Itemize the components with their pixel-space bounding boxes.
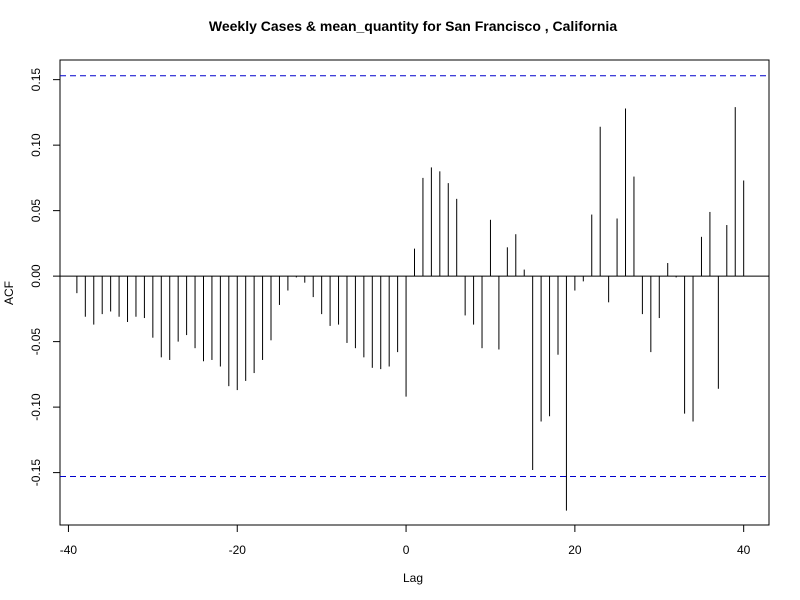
y-tick-label: 0.00 <box>29 264 43 288</box>
y-tick-label: -0.05 <box>29 328 43 356</box>
y-axis: -0.15 -0.10 -0.05 0.00 0.05 0.10 0.15 <box>29 68 61 487</box>
y-tick-label: 0.05 <box>29 199 43 223</box>
x-axis-label: Lag <box>403 571 423 585</box>
x-axis: -40 -20 0 20 40 <box>60 524 751 557</box>
x-tick-label: -20 <box>229 543 247 557</box>
x-tick-label: 0 <box>403 543 410 557</box>
y-tick-label: -0.15 <box>29 459 43 487</box>
acf-bars <box>76 107 745 511</box>
y-tick-label: 0.10 <box>29 133 43 157</box>
x-tick-label: -40 <box>60 543 78 557</box>
plot-frame <box>59 59 770 526</box>
y-axis-label: ACF <box>2 281 16 305</box>
x-tick-label: 20 <box>568 543 582 557</box>
y-tick-label: 0.15 <box>29 68 43 92</box>
confidence-bounds <box>60 75 769 478</box>
y-tick-label: -0.10 <box>29 393 43 421</box>
x-tick-label: 40 <box>737 543 751 557</box>
chart-title: Weekly Cases & mean_quantity for San Fra… <box>209 18 617 34</box>
